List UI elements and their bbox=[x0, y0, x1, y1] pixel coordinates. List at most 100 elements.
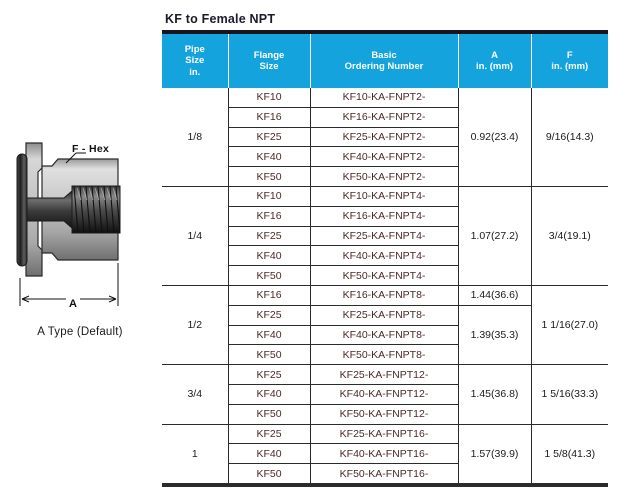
column-header-f-dimension: F in. (mm) bbox=[531, 34, 608, 88]
cell-flange-size: KF40 bbox=[227, 146, 311, 168]
cell-flange-size: KF40 bbox=[227, 383, 311, 405]
table-row: KF40 KF40-KA-FNPT2- bbox=[162, 146, 608, 168]
cell-a-dimension: 1.45(36.8) bbox=[457, 364, 532, 425]
cell-basic-ordering-number: KF16-KA-FNPT2- bbox=[309, 106, 459, 128]
cell-a-dimension: 1.44(36.6) bbox=[457, 284, 532, 306]
column-header-pipe-size: Pipe Size in. bbox=[162, 34, 229, 88]
cell-basic-ordering-number: KF50-KA-FNPT4- bbox=[309, 265, 459, 286]
table-row: KF40 KF40-KA-FNPT4- bbox=[162, 245, 608, 267]
table-row: KF40 KF40-KA-FNPT16- bbox=[162, 443, 608, 465]
cell-f-dimension: 1 5/8(41.3) bbox=[530, 423, 608, 484]
cell-flange-size: KF25 bbox=[227, 423, 311, 445]
cell-basic-ordering-number: KF25-KA-FNPT16- bbox=[309, 423, 459, 445]
cell-basic-ordering-number: KF40-KA-FNPT16- bbox=[309, 443, 459, 465]
cell-f-dimension: 9/16(14.3) bbox=[530, 88, 608, 187]
table-top-rule bbox=[162, 30, 608, 34]
table-row: 1/4 KF10 KF10-KA-FNPT4- 1.07(27.2) 3/4(19.1) bbox=[162, 185, 608, 286]
table-row: KF50 KF50-KA-FNPT16- bbox=[162, 463, 608, 484]
hex-dimension-label: F - Hex bbox=[72, 143, 110, 155]
hex-leader-line bbox=[65, 152, 86, 164]
cell-basic-ordering-number: KF50-KA-FNPT16- bbox=[309, 463, 459, 484]
table-row: KF25 KF25-KA-FNPT8- 1.39(35.3) bbox=[162, 304, 608, 366]
diagram-caption: A Type (Default) bbox=[37, 326, 123, 338]
thread-highlights bbox=[76, 187, 118, 201]
cell-pipe-size: 1/2 bbox=[162, 284, 229, 366]
cell-basic-ordering-number: KF40-KA-FNPT12- bbox=[309, 383, 459, 405]
table-row: 1 KF25 KF25-KA-FNPT16- 1.57(39.9) 1 5/8(41.3… bbox=[162, 423, 608, 484]
table-header: Pipe Size in. Flange Size Basic Ordering… bbox=[162, 34, 608, 88]
cell-basic-ordering-number: KF50-KA-FNPT12- bbox=[309, 403, 459, 425]
cell-flange-size: KF50 bbox=[227, 265, 311, 286]
cell-basic-ordering-number: KF25-KA-FNPT2- bbox=[309, 126, 459, 148]
cell-flange-size: KF25 bbox=[227, 304, 311, 326]
cell-a-dimension: 1.39(35.3) bbox=[457, 304, 532, 366]
cell-flange-size: KF25 bbox=[227, 225, 311, 247]
cell-flange-size: KF50 bbox=[227, 344, 311, 366]
header-line-1: Flange bbox=[253, 49, 285, 61]
table-row: KF25 KF25-KA-FNPT4- bbox=[162, 225, 608, 247]
cell-flange-size: KF16 bbox=[227, 106, 311, 128]
cell-flange-size: KF40 bbox=[227, 245, 311, 267]
table-row: KF50 KF50-KA-FNPT12- bbox=[162, 403, 608, 425]
cell-flange-size: KF50 bbox=[227, 403, 311, 425]
table-row: KF40 KF40-KA-FNPT12- bbox=[162, 383, 608, 405]
fitting-diagram-panel: F - Hex A A Type (Default) bbox=[0, 0, 160, 497]
cell-basic-ordering-number: KF16-KA-FNPT8- bbox=[309, 284, 459, 306]
cell-flange-size: KF16 bbox=[227, 284, 311, 306]
cell-flange-size: KF25 bbox=[227, 126, 311, 148]
header-line-2: Size bbox=[259, 61, 279, 72]
cell-basic-ordering-number: KF50-KA-FNPT2- bbox=[309, 166, 459, 187]
cell-f-dimension: 1 5/16(33.3) bbox=[530, 364, 608, 425]
cell-basic-ordering-number: KF25-KA-FNPT4- bbox=[309, 225, 459, 247]
flange-rim bbox=[16, 153, 28, 267]
specification-table-panel: KF to Female NPT Pipe Size in. Flange Si… bbox=[162, 12, 608, 487]
cell-pipe-size: 1/4 bbox=[162, 185, 229, 286]
threaded-bore bbox=[71, 185, 121, 234]
cell-a-dimension: 1.57(39.9) bbox=[457, 423, 532, 484]
thread-lines bbox=[73, 185, 121, 234]
cell-f-dimension: 3/4(19.1) bbox=[530, 185, 608, 286]
cell-basic-ordering-number: KF25-KA-FNPT8- bbox=[309, 304, 459, 326]
table-bottom-rule bbox=[162, 483, 608, 487]
header-line-3: in. bbox=[189, 66, 201, 78]
table-row: 3/4 KF25 KF25-KA-FNPT12- 1.45(36.8) 1 5/16(3… bbox=[162, 364, 608, 425]
kf-to-female-npt-table: Pipe Size in. Flange Size Basic Ordering… bbox=[162, 34, 608, 484]
cell-basic-ordering-number: KF16-KA-FNPT4- bbox=[309, 205, 459, 227]
cell-a-dimension: 0.92(23.4) bbox=[457, 88, 532, 187]
header-line-1: Pipe bbox=[184, 43, 205, 55]
table-row: 1/2 KF16 KF16-KA-FNPT8- 1.44(36.6) 1 1/16(27… bbox=[162, 284, 608, 366]
header-line-1: Basic bbox=[371, 49, 397, 61]
header-line-1: A bbox=[491, 49, 498, 61]
cell-flange-size: KF10 bbox=[227, 185, 311, 207]
table-row: KF25 KF25-KA-FNPT2- bbox=[162, 126, 608, 148]
header-line-2: Size bbox=[185, 55, 205, 67]
cell-pipe-size: 3/4 bbox=[162, 364, 229, 425]
cell-flange-size: KF25 bbox=[227, 364, 311, 385]
cell-a-dimension: 1.07(27.2) bbox=[457, 185, 532, 286]
cell-flange-size: KF40 bbox=[227, 443, 311, 465]
cell-flange-size: KF16 bbox=[227, 205, 311, 227]
cell-flange-size: KF50 bbox=[227, 166, 311, 187]
cell-flange-size: KF10 bbox=[227, 88, 311, 108]
dimension-a-label: A bbox=[66, 298, 80, 310]
cell-basic-ordering-number: KF10-KA-FNPT4- bbox=[309, 185, 459, 207]
cell-pipe-size: 1/8 bbox=[162, 88, 229, 187]
cell-flange-size: KF40 bbox=[227, 324, 311, 346]
page-title: KF to Female NPT bbox=[165, 12, 276, 26]
cell-basic-ordering-number: KF50-KA-FNPT8- bbox=[309, 344, 459, 366]
table-body: 1/8 KF10 KF10-KA-FNPT2- 0.92(23.4) 9/16(14.3… bbox=[162, 88, 608, 484]
cell-basic-ordering-number: KF25-KA-FNPT12- bbox=[309, 364, 459, 385]
column-header-flange-size: Flange Size bbox=[228, 34, 311, 88]
header-line-1: F bbox=[566, 49, 573, 61]
cell-basic-ordering-number: KF40-KA-FNPT8- bbox=[309, 324, 459, 346]
cell-basic-ordering-number: KF10-KA-FNPT2- bbox=[309, 88, 459, 108]
table-row: 1/8 KF10 KF10-KA-FNPT2- 0.92(23.4) 9/16(14.3… bbox=[162, 88, 608, 187]
cell-basic-ordering-number: KF40-KA-FNPT2- bbox=[309, 146, 459, 168]
cell-f-dimension: 1 1/16(27.0) bbox=[530, 284, 608, 366]
cell-flange-size: KF50 bbox=[227, 463, 311, 484]
header-line-2: Ordering Number bbox=[344, 61, 424, 72]
cell-basic-ordering-number: KF40-KA-FNPT4- bbox=[309, 245, 459, 267]
column-header-a-dimension: A in. (mm) bbox=[458, 34, 532, 88]
kf-fitting-illustration bbox=[16, 142, 121, 306]
header-line-2: in. (mm) bbox=[476, 61, 513, 72]
